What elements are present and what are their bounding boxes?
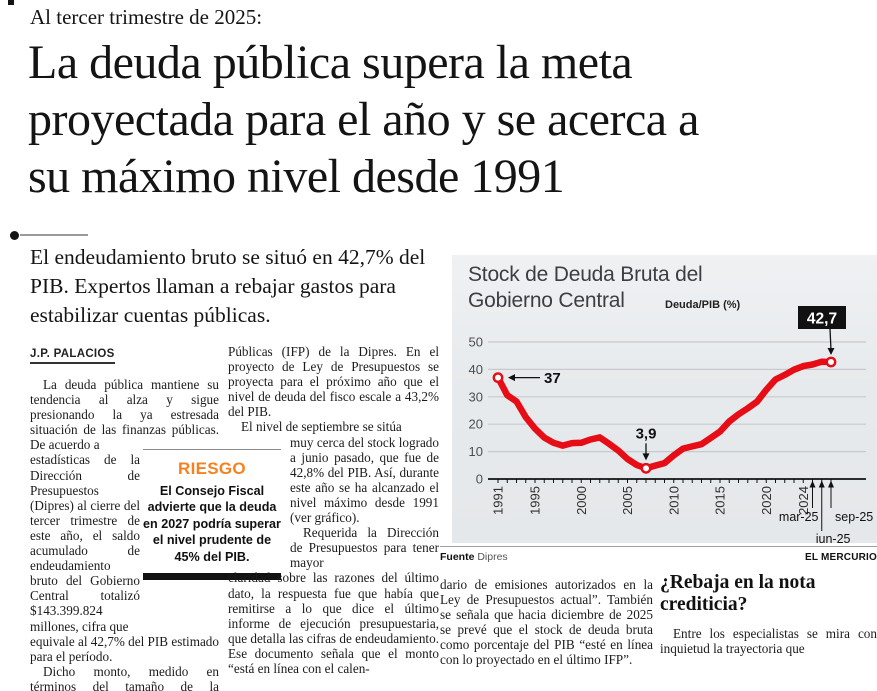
article-column-2: Públicas (IFP) de la Dipres. En el proye…	[228, 344, 439, 691]
callout-label: RIESGO	[178, 459, 246, 478]
svg-text:2010: 2010	[666, 486, 681, 515]
svg-text:37: 37	[544, 370, 561, 387]
paragraph-segment-wrapped: muy cerca del stock logrado a junio pasa…	[290, 434, 439, 526]
page-title: La deuda pública supera la meta proyecta…	[28, 34, 848, 205]
paragraph-segment: Públicas (IFP) de la Dipres. En el proye…	[228, 344, 439, 420]
source-label: Fuente	[440, 551, 475, 563]
bullet-dot-icon	[10, 231, 19, 240]
subsection-heading: ¿Rebaja en la nota crediticia?	[660, 572, 816, 615]
debt-line-chart: 0 10 20 30 40 50 1991 1995 2000 2005 2010 2015 2020 2…	[469, 306, 873, 543]
svg-text:2020: 2020	[759, 486, 774, 515]
svg-text:3,9: 3,9	[636, 425, 657, 442]
kicker: Al tercer trimestre de 2025:	[30, 5, 263, 29]
article-column-1: La deuda pública mantiene su tendencia a…	[30, 377, 219, 691]
deck-rule	[10, 231, 130, 241]
svg-text:50: 50	[469, 335, 483, 350]
svg-text:0: 0	[476, 472, 483, 487]
debt-chart-panel: Stock de Deuda Bruta del Gobierno Centra…	[452, 255, 877, 543]
paragraph: Entre los especialistas se mira con inqu…	[660, 626, 877, 657]
svg-text:mar-25: mar-25	[779, 510, 819, 524]
chart-footer-row: Fuente Dipres EL MERCURIO	[440, 546, 877, 563]
paragraph-segment-wrapped: estadísticas de la Dirección de Presupue…	[30, 452, 140, 634]
chart-unit-label: Deuda/PIB (%)	[665, 299, 741, 311]
paragraph-segment: El nivel de septiembre se sitúa	[241, 419, 402, 435]
svg-text:sep-25: sep-25	[835, 510, 873, 524]
paragraph-segment: equivale al 42,7% del PIB estimado para …	[30, 633, 219, 664]
deck-text: El endeudamiento bruto se situó en 42,7%…	[30, 245, 426, 327]
svg-text:40: 40	[469, 362, 483, 377]
article-column-4: ¿Rebaja en la nota crediticia? Entre los…	[660, 572, 877, 691]
headline-line-1: La deuda pública supera la meta	[28, 36, 633, 89]
svg-text:42,7: 42,7	[807, 311, 837, 328]
headline-line-2: proyectada para el año y se acerca a	[28, 93, 699, 146]
callout-text: El Consejo Fiscal advierte que la deuda …	[143, 484, 281, 564]
chart-title: Stock de Deuda Bruta del Gobierno Centra…	[468, 263, 703, 312]
svg-text:2015: 2015	[713, 486, 728, 515]
source-note: Fuente Dipres	[440, 551, 508, 563]
headline-line-3: su máximo nivel desde 1991	[28, 150, 565, 203]
paragraph-segment: claridad sobre las razones del último da…	[228, 570, 439, 676]
newspaper-credit: EL MERCURIO	[804, 552, 877, 563]
svg-text:jun-25: jun-25	[815, 532, 851, 543]
section-corner-mark	[8, 0, 14, 5]
svg-text:10: 10	[469, 444, 483, 459]
callout-top-rule	[143, 449, 281, 450]
svg-text:2005: 2005	[620, 486, 635, 515]
svg-text:2000: 2000	[574, 486, 589, 515]
callout-bottom-bar	[143, 573, 281, 581]
paragraph-segment-wrapped: Requerida la Dirección de Presupuestos p…	[290, 525, 439, 571]
paragraph-segment: dario de emisiones autorizados en la Ley…	[440, 577, 653, 668]
source-name: Dipres	[477, 551, 508, 563]
svg-text:2024: 2024	[796, 486, 811, 515]
paragraph: Dicho monto, medido en términos del tama…	[30, 663, 219, 691]
article-column-3: dario de emisiones autorizados en la Ley…	[440, 577, 653, 691]
svg-text:1991: 1991	[491, 486, 506, 515]
svg-text:30: 30	[469, 389, 483, 404]
byline: J.P. PALACIOS	[30, 348, 115, 364]
riesgo-callout-box: RIESGO El Consejo Fiscal advierte que la…	[143, 449, 281, 581]
rule-line	[20, 234, 88, 236]
paragraph-segment: La deuda pública mantiene su tendencia a…	[30, 377, 219, 453]
svg-text:1995: 1995	[528, 486, 543, 515]
svg-text:20: 20	[469, 417, 483, 432]
